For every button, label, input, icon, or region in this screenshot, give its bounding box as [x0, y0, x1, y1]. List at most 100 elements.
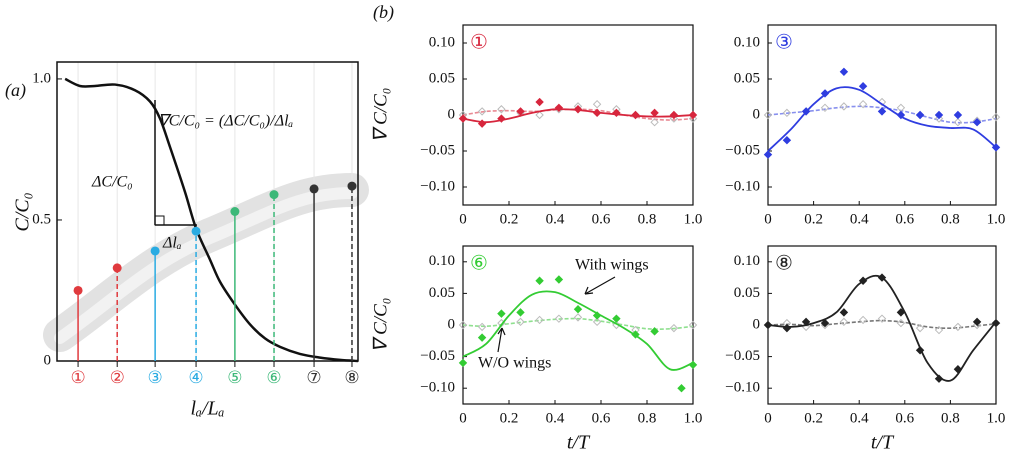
data-point: [763, 320, 773, 330]
data-point: [934, 325, 944, 335]
y-tick-label: 0: [448, 106, 456, 122]
station-marker: [309, 184, 319, 194]
data-point: [677, 383, 686, 393]
x-tick-label: 0: [764, 211, 772, 227]
x-tick-label: 0.6: [592, 410, 611, 426]
y-tick-label: −0.10: [420, 380, 455, 396]
curve: [64, 77, 359, 363]
x-tick-label: 0.2: [500, 211, 519, 227]
station-marker: [73, 285, 83, 295]
y-tick-label: −0.05: [420, 348, 455, 364]
data-point: [592, 99, 602, 109]
data-point: [516, 317, 525, 327]
annotation: Δlₐ: [162, 235, 182, 252]
data-point: [801, 107, 811, 116]
panel-label: (a): [5, 80, 26, 101]
data-point: [516, 308, 525, 317]
data-point: [877, 97, 887, 107]
annotation-arrow: [584, 276, 616, 295]
x-tick-label: 0: [764, 410, 772, 426]
data-point: [688, 114, 698, 123]
y-tick-label: 0.10: [734, 34, 760, 50]
annotation: ∇C/C₀ = (ΔC/C₀)/Δlₐ: [158, 113, 294, 130]
data-point: [535, 97, 544, 107]
station-label: ⑦: [306, 368, 321, 388]
data-point: [953, 117, 963, 127]
data-point: [477, 322, 487, 332]
x-tick-label: 1.0: [684, 211, 703, 227]
data-point: [554, 103, 564, 113]
data-point: [915, 323, 925, 333]
x-axis-label: lₐ/Lₐ: [191, 398, 225, 420]
annotation: ΔC/C₀: [91, 174, 133, 191]
station-label: ⑥: [470, 251, 488, 275]
data-point: [554, 275, 564, 284]
right-angle: [154, 215, 165, 226]
data-point: [877, 273, 887, 282]
data-point: [934, 114, 944, 123]
y-tick-label: 0.05: [734, 285, 760, 301]
station-label: ⑧: [775, 251, 793, 275]
data-point: [458, 320, 468, 330]
data-point: [972, 320, 982, 330]
fit-curve: [767, 274, 997, 382]
y-tick-label: 0.05: [734, 70, 760, 86]
data-point: [650, 117, 659, 127]
station-marker: [230, 207, 240, 216]
station-label: ⑥: [266, 368, 281, 388]
station-marker: [347, 181, 357, 191]
y-tick-label: −0.05: [725, 348, 760, 364]
x-axis-label: t/T: [871, 432, 895, 454]
y-tick-label: −0.05: [725, 142, 760, 158]
data-point: [669, 114, 679, 123]
x-tick-label: 0.2: [804, 410, 823, 426]
y-tick-label: 0: [753, 316, 761, 332]
data-point: [573, 105, 583, 114]
y-axis-label: ∇ C/C₀: [370, 298, 391, 353]
y-tick-label: 0: [753, 106, 761, 122]
plot-frame: [462, 24, 694, 206]
y-tick-label: 0.10: [429, 253, 455, 269]
data-point: [839, 67, 849, 77]
fit-curve: [462, 317, 694, 330]
x-tick-label: 1.0: [987, 410, 1006, 426]
station-label: ④: [188, 368, 203, 388]
data-point: [896, 308, 906, 317]
data-point: [763, 110, 773, 120]
data-point: [820, 318, 830, 328]
data-point: [631, 110, 640, 120]
data-point: [858, 315, 868, 325]
data-point: [858, 99, 868, 109]
data-point: [839, 308, 849, 317]
data-point: [915, 110, 925, 120]
annotation: W/O wings: [478, 355, 551, 372]
data-point: [458, 358, 468, 368]
station-marker: [269, 190, 279, 200]
y-tick-label: 0: [448, 316, 456, 332]
data-point: [820, 103, 830, 113]
data-point: [877, 314, 887, 323]
x-tick-label: 0.4: [850, 211, 869, 227]
station-marker: [150, 246, 160, 256]
x-tick-label: 0.6: [592, 211, 611, 227]
data-point: [554, 314, 564, 323]
data-point: [535, 315, 544, 325]
data-point: [801, 317, 811, 327]
x-tick-label: 0.8: [941, 211, 960, 227]
data-point: [631, 330, 640, 339]
station-label: ③: [148, 368, 163, 388]
data-point: [991, 112, 1001, 122]
y-axis-label: ∇ C/C₀: [370, 88, 391, 143]
data-point: [497, 114, 506, 123]
y-tick-label: −0.10: [725, 380, 760, 396]
data-point: [839, 102, 849, 111]
data-point: [497, 309, 506, 318]
x-tick-label: 0.8: [941, 410, 960, 426]
data-point: [896, 318, 906, 328]
station-label: ②: [110, 368, 125, 388]
data-point: [991, 318, 1001, 328]
data-point: [915, 346, 925, 355]
station-marker: [112, 263, 122, 273]
y-tick-label: 0.05: [429, 285, 455, 301]
